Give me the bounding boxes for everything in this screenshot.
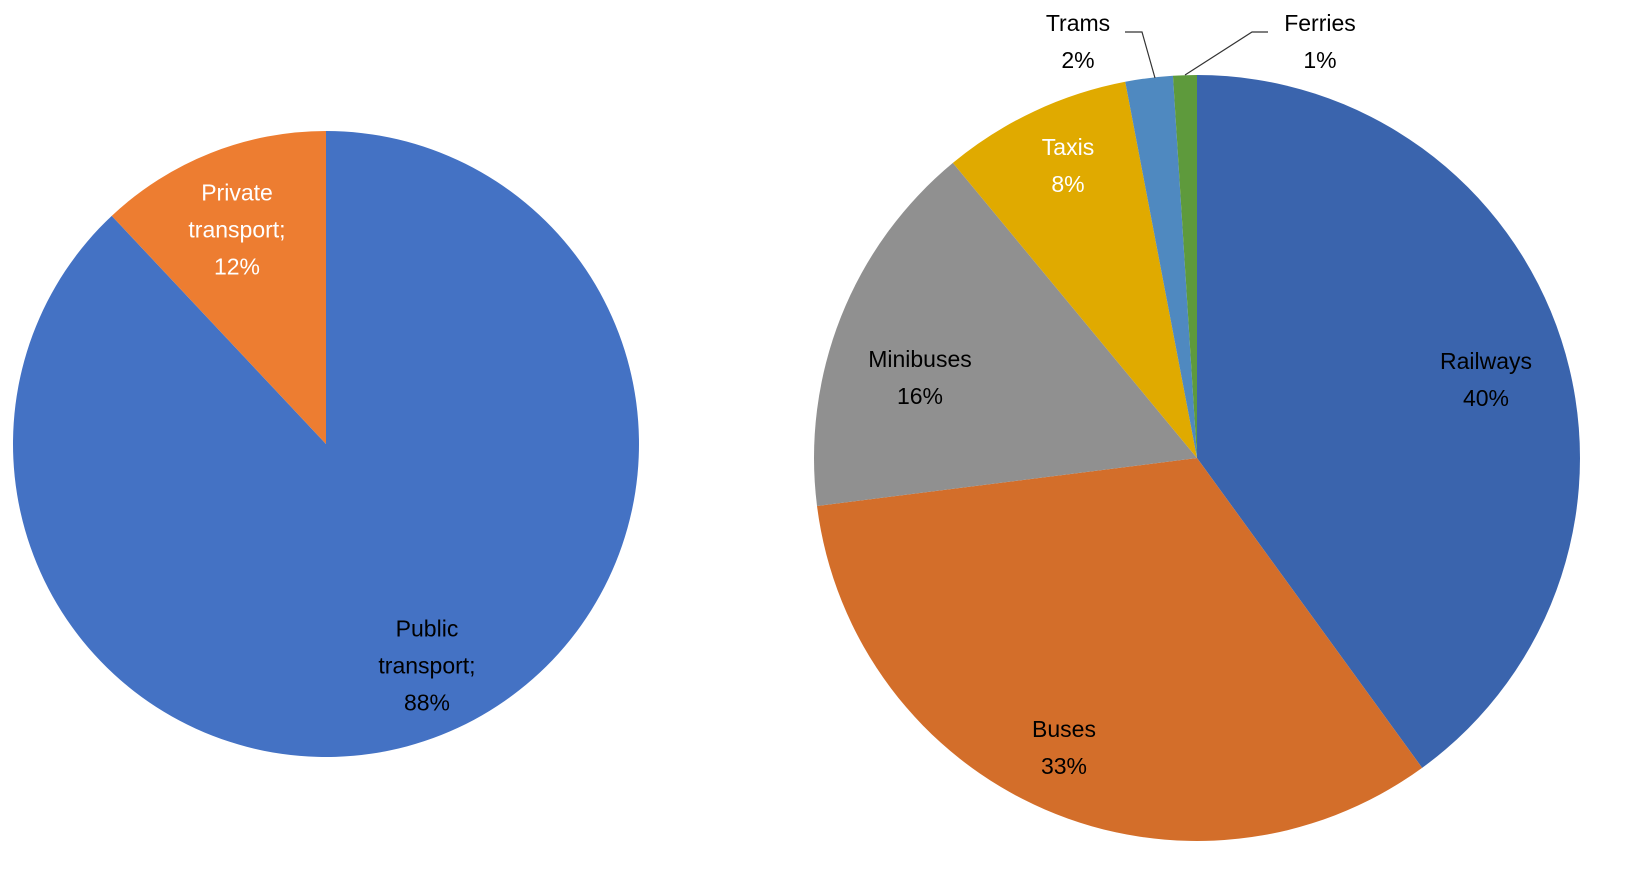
slice-label: Trams 2% — [1018, 5, 1138, 79]
slice-value-label: 2% — [1061, 47, 1095, 73]
pie-slice — [952, 81, 1197, 458]
leader-line — [1125, 31, 1156, 79]
pie-slice — [1197, 75, 1580, 768]
slice-category: Taxis — [1041, 134, 1095, 160]
slice-value-label: 88% — [403, 689, 451, 716]
slice-label: Public transport; 88% — [352, 611, 502, 722]
pie-slice — [111, 131, 326, 444]
slice-label: Minibuses 16% — [830, 341, 1010, 415]
leader-line — [1184, 31, 1268, 76]
slice-label: Private transport; 12% — [162, 175, 312, 286]
slice-value-label: 16% — [896, 383, 944, 409]
slice-category: Minibuses — [868, 346, 972, 372]
pie-slice — [13, 131, 639, 757]
pie-slice — [814, 162, 1197, 507]
slice-value-label: 8% — [1051, 171, 1085, 197]
slice-category: Ferries — [1284, 10, 1356, 36]
pie-slice — [817, 458, 1423, 841]
slice-category: Trams — [1045, 10, 1111, 36]
slice-label: Railways 40% — [1406, 343, 1566, 417]
slice-value-label: 40% — [1462, 385, 1510, 411]
slice-category: Public transport; — [378, 615, 476, 679]
pie-slice — [1125, 75, 1197, 458]
pie-slice — [1172, 75, 1197, 458]
slice-label: Taxis 8% — [998, 129, 1138, 203]
slice-label: Buses 33% — [984, 711, 1144, 785]
slice-value-label: 12% — [213, 253, 261, 280]
slice-value-label: 33% — [1040, 753, 1088, 779]
slice-category: Buses — [1032, 716, 1096, 742]
slice-category: Private transport; — [188, 179, 286, 243]
slice-value-label: 1% — [1303, 47, 1337, 73]
slice-category: Railways — [1439, 348, 1533, 374]
slice-label: Ferries 1% — [1260, 5, 1380, 79]
